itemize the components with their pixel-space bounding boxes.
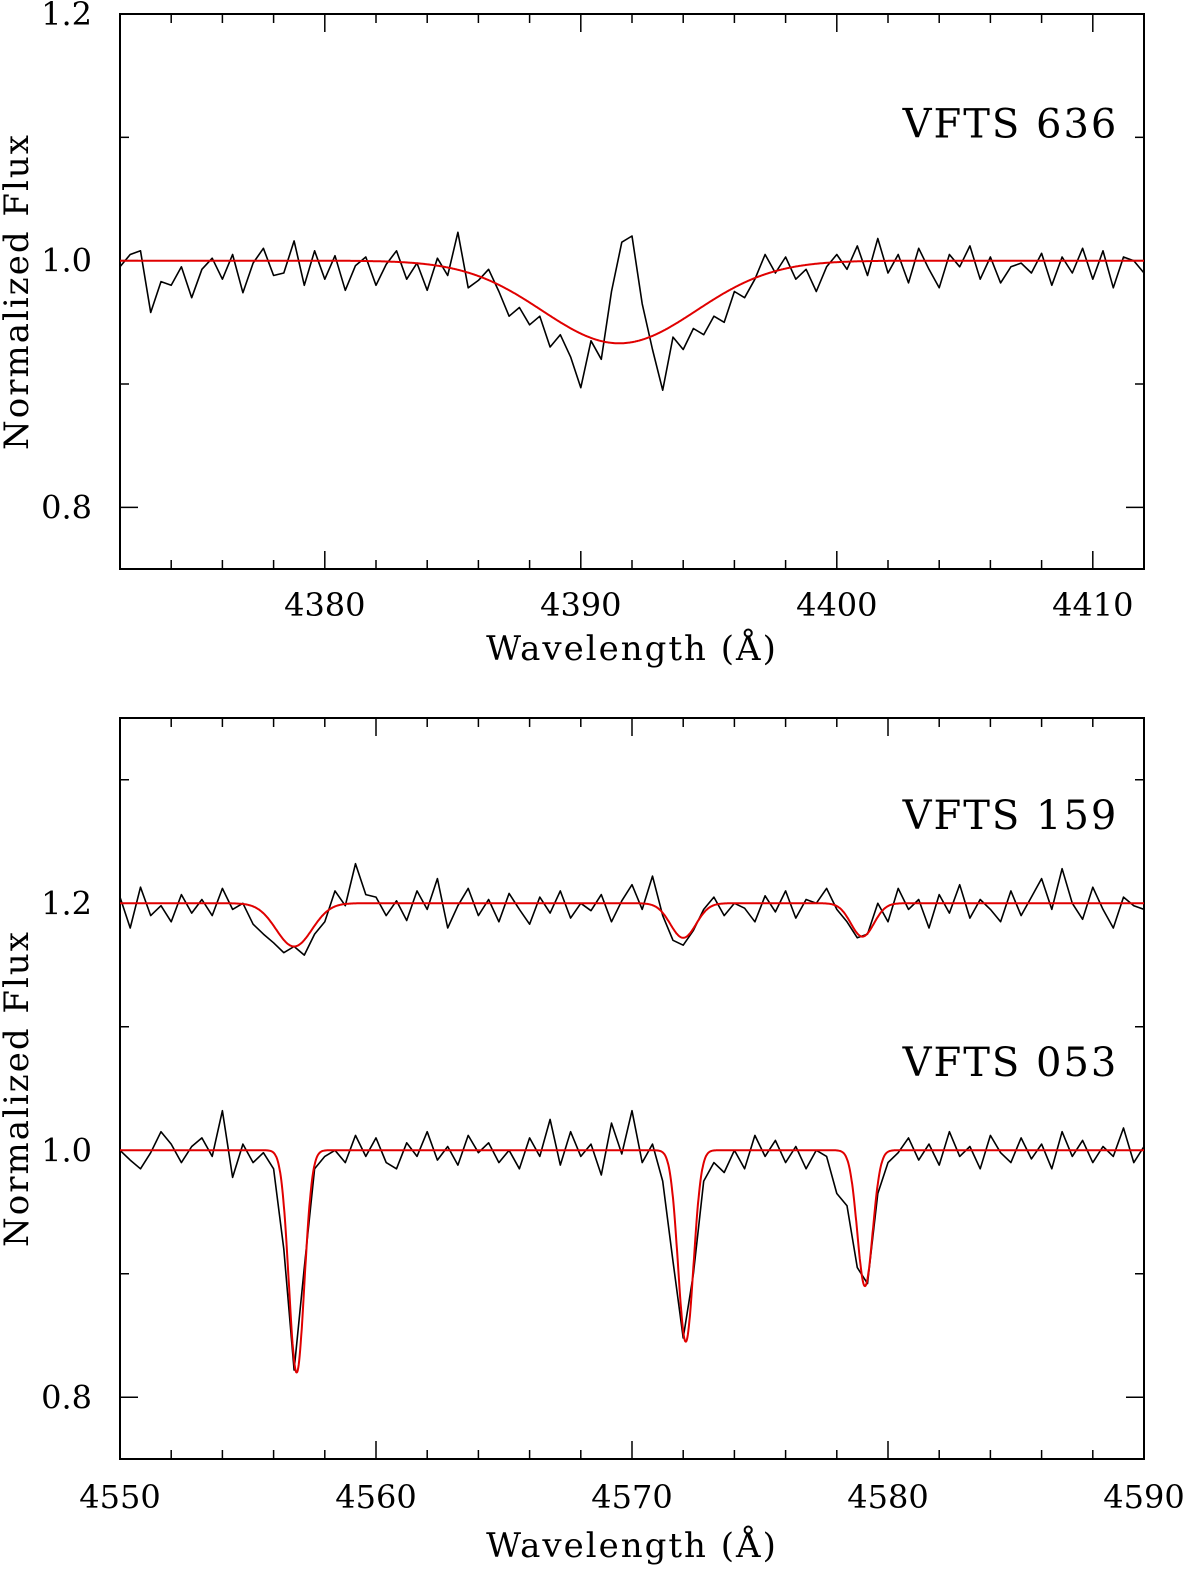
- y-tick-label: 1.0: [41, 1131, 92, 1169]
- plot-frame: [119, 13, 1145, 570]
- vfts-636-model-line: [120, 259, 1144, 345]
- star-label: VFTS 636: [902, 101, 1119, 147]
- y-tick-label: 1.2: [41, 0, 92, 33]
- x-axis-label: Wavelength (Å): [486, 1525, 778, 1566]
- x-tick-label: 4590: [1103, 1478, 1184, 1516]
- y-tick-label: 0.8: [41, 1378, 92, 1416]
- panel-2: 4550 4560 4570 4580 4590 0.8 1.0 1.2 Wavelength …: [0, 717, 1185, 1566]
- x-tick-label: 4380: [284, 586, 365, 624]
- y-tick-label: 1.2: [41, 884, 92, 922]
- x-axis-label: Wavelength (Å): [486, 628, 778, 669]
- x-tick-label: 4550: [79, 1478, 160, 1516]
- vfts-159-model-line: [120, 902, 1144, 948]
- star-label: VFTS 053: [902, 1040, 1119, 1086]
- vfts-159-observed-line: [120, 862, 1144, 956]
- x-tick-label: 4570: [591, 1478, 672, 1516]
- vfts-053-model-line: [120, 1149, 1144, 1374]
- y-axis-label: Normalized Flux: [0, 930, 37, 1247]
- x-tick-label: 4560: [335, 1478, 416, 1516]
- y-tick-label: 1.0: [41, 242, 92, 280]
- star-label: VFTS 159: [902, 793, 1119, 839]
- vfts-636-observed-line: [120, 231, 1144, 392]
- y-tick-label: 0.8: [41, 488, 92, 526]
- y-axis-label: Normalized Flux: [0, 133, 37, 450]
- panel-1: 4380 4390 4400 4410 0.8 1.0 1.2 Wavelength (Å) N…: [0, 0, 1145, 669]
- x-tick-label: 4400: [796, 586, 877, 624]
- x-tick-label: 4410: [1052, 586, 1133, 624]
- x-tick-label: 4580: [847, 1478, 928, 1516]
- x-tick-label: 4390: [540, 586, 621, 624]
